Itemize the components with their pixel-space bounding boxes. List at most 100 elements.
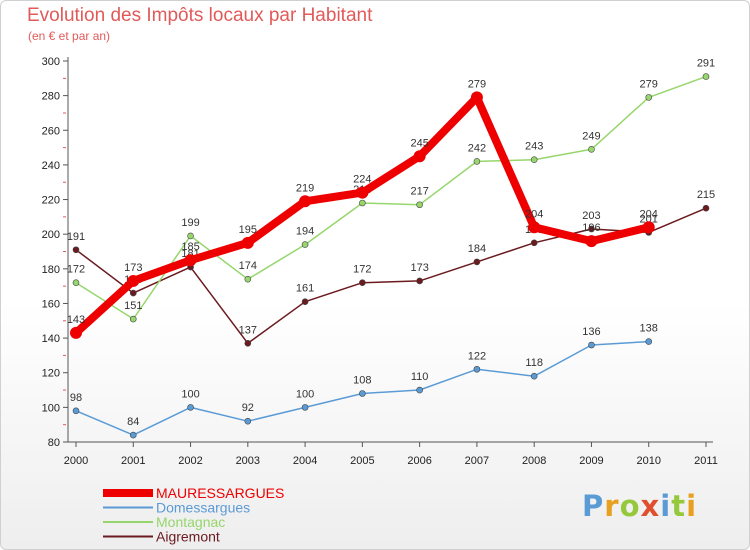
data-label: 194 <box>296 226 314 238</box>
x-tick-label: 2010 <box>636 455 660 467</box>
data-point <box>530 156 538 164</box>
data-label: 172 <box>353 264 371 276</box>
data-point <box>184 254 197 267</box>
data-point <box>299 195 312 208</box>
data-point <box>530 372 538 380</box>
data-point <box>702 73 710 80</box>
y-tick-label: 280 <box>42 91 60 103</box>
data-label: 110 <box>411 371 429 383</box>
data-label: 219 <box>296 182 314 194</box>
data-point <box>530 239 538 247</box>
data-point <box>244 339 252 347</box>
data-point <box>588 146 595 153</box>
data-point <box>356 186 369 199</box>
data-label: 191 <box>67 231 85 243</box>
data-point <box>588 341 595 349</box>
data-point <box>470 91 483 104</box>
data-label: 195 <box>239 224 257 236</box>
x-tick-label: 2007 <box>465 455 489 467</box>
data-point <box>187 404 194 411</box>
data-point <box>187 232 194 240</box>
data-point <box>416 277 423 285</box>
data-label: 279 <box>468 78 486 90</box>
y-tick-label: 160 <box>42 298 60 310</box>
y-tick-label: 80 <box>48 437 60 449</box>
legend-entry: Aigremont <box>156 529 220 545</box>
y-tick-label: 220 <box>42 195 60 207</box>
legend-entry: MAURESSARGUES <box>156 485 284 501</box>
data-label: 138 <box>640 323 658 335</box>
data-label: 184 <box>468 243 486 255</box>
data-label: 243 <box>525 141 543 153</box>
data-point <box>72 279 80 286</box>
data-point <box>359 199 366 207</box>
y-tick-label: 100 <box>42 402 60 414</box>
data-label: 224 <box>353 174 371 186</box>
x-tick-label: 2006 <box>407 455 431 467</box>
data-point <box>244 275 252 283</box>
data-label: 199 <box>181 217 199 229</box>
data-label: 173 <box>410 262 428 274</box>
data-label: 161 <box>296 283 314 295</box>
data-label: 204 <box>640 208 658 220</box>
data-label: 151 <box>124 300 142 312</box>
data-label: 108 <box>353 375 371 387</box>
logo-letter: r <box>604 489 620 523</box>
data-label: 215 <box>697 189 715 201</box>
data-point <box>588 225 595 233</box>
series-line-domessargues <box>75 340 650 436</box>
data-point <box>301 298 309 306</box>
data-point <box>129 431 137 439</box>
data-point <box>528 221 541 234</box>
y-tick-label: 200 <box>42 229 60 241</box>
data-point <box>127 274 140 287</box>
data-point <box>72 407 80 415</box>
logo-letter: i <box>686 489 698 523</box>
data-point <box>241 236 254 249</box>
data-point <box>244 417 252 425</box>
data-point <box>416 386 423 394</box>
logo-letter: x <box>640 489 661 523</box>
logo-letter: t <box>671 489 687 523</box>
x-tick-label: 2011 <box>694 455 718 467</box>
data-label: 291 <box>697 58 715 70</box>
data-label: 204 <box>525 208 543 220</box>
y-tick-label: 180 <box>42 264 60 276</box>
data-label: 173 <box>124 262 142 274</box>
data-point <box>473 158 481 165</box>
data-point <box>413 150 426 163</box>
data-point <box>70 326 82 339</box>
data-point <box>301 241 309 248</box>
y-tick-label: 120 <box>42 368 60 380</box>
data-label: 100 <box>296 388 314 400</box>
data-point <box>301 404 309 411</box>
data-label: 92 <box>242 402 254 414</box>
data-label: 279 <box>640 78 658 90</box>
y-tick-label: 240 <box>42 160 60 172</box>
data-label: 137 <box>239 324 257 336</box>
logo-letter: o <box>619 489 641 523</box>
data-point <box>645 338 653 345</box>
proxiti-logo: Proxiti <box>582 489 697 523</box>
y-tick-label: 140 <box>42 333 60 345</box>
x-tick-label: 2003 <box>236 455 260 467</box>
legend-entry: Montagnac <box>156 514 225 530</box>
data-point <box>702 204 710 212</box>
y-tick-label: 260 <box>42 125 60 137</box>
x-tick-label: 2005 <box>350 455 374 467</box>
data-label: 143 <box>67 314 85 326</box>
data-point <box>473 365 481 373</box>
data-label: 201 <box>640 213 658 225</box>
data-label: 122 <box>468 350 486 362</box>
logo-letter: i <box>660 489 672 523</box>
x-tick-label: 2000 <box>64 455 88 467</box>
logo-letter: P <box>582 489 605 523</box>
data-label: 172 <box>67 264 85 276</box>
data-point <box>585 235 598 248</box>
x-tick-label: 2001 <box>121 455 145 467</box>
data-point <box>129 315 137 323</box>
data-label: 203 <box>582 210 600 222</box>
data-point <box>359 390 366 397</box>
data-label: 185 <box>181 241 199 253</box>
